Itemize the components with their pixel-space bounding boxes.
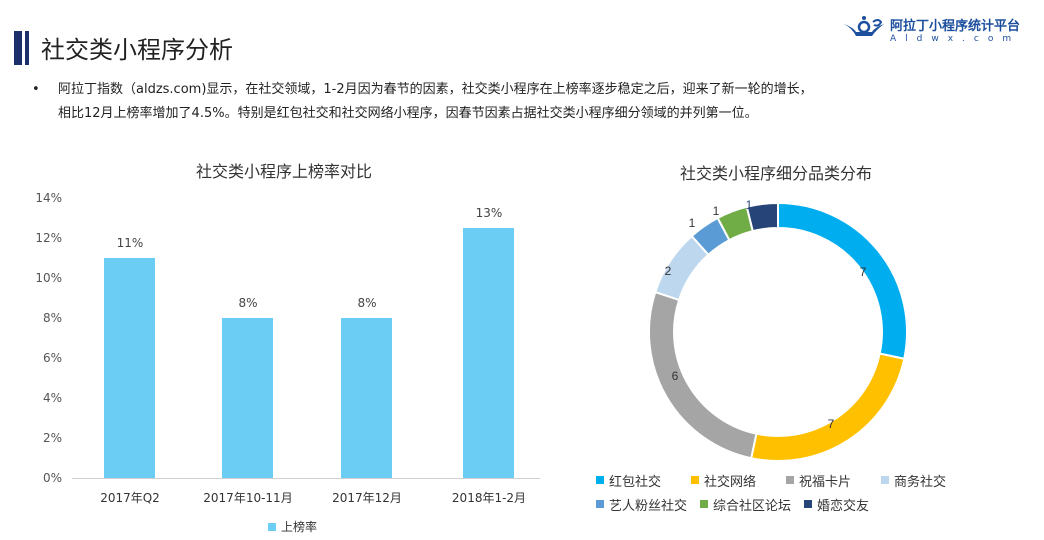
bar-2017-10-11 <box>222 318 273 478</box>
page-title: 社交类小程序分析 <box>41 36 233 64</box>
y-tick: 6% <box>42 351 62 365</box>
y-tick: 12% <box>35 231 62 245</box>
svg-text:1: 1 <box>689 216 696 230</box>
bar-value-label: 13% <box>475 206 503 220</box>
legend-swatch <box>268 522 276 531</box>
x-axis-line <box>72 478 540 479</box>
bar-2017-12 <box>341 318 392 478</box>
summary-line-1: 阿拉丁指数（aldzs.com)显示，在社交领域，1-2月因为春节的因素，社交类… <box>58 82 813 97</box>
legend-item: 婚恋交友 <box>804 495 902 514</box>
y-tick: 4% <box>42 391 62 405</box>
slice-dating <box>745 201 779 233</box>
title-accent-bar-thin <box>25 30 29 65</box>
svg-text:6: 6 <box>672 369 679 383</box>
slice-red-packet <box>777 201 909 360</box>
bar-2017q2 <box>104 258 155 478</box>
x-tick: 2018年1-2月 <box>451 491 527 505</box>
y-tick: 10% <box>35 271 62 285</box>
bar-value-label: 8% <box>357 296 377 310</box>
summary-line-2: 相比12月上榜率增加了4.5%。特别是红包社交和社交网络小程序，因春节因素占据社… <box>58 106 758 121</box>
bar-chart-title: 社交类小程序上榜率对比 <box>196 162 373 181</box>
title-accent-bar <box>14 30 22 65</box>
bar-value-label: 11% <box>116 236 144 250</box>
summary-bullet: • 阿拉丁指数（aldzs.com)显示，在社交领域，1-2月因为春节的因素，社… <box>32 78 1012 126</box>
legend-item: 商务社交 <box>881 471 976 490</box>
x-tick: 2017年12月 <box>332 491 402 505</box>
legend-item: 综合社区论坛 <box>700 495 804 514</box>
svg-text:1: 1 <box>746 200 753 212</box>
bar-value-label: 8% <box>238 296 258 310</box>
svg-text:7: 7 <box>828 417 835 431</box>
page-title-bar: 社交类小程序分析 <box>14 30 233 65</box>
legend-item: 社交网络 <box>691 471 786 490</box>
y-tick: 2% <box>42 431 62 445</box>
bar-2018-1-2 <box>463 228 514 478</box>
lamp-icon <box>844 16 884 36</box>
svg-text:7: 7 <box>860 265 867 279</box>
y-tick: 8% <box>42 311 62 325</box>
bullet-dot: • <box>32 82 40 97</box>
svg-text:1: 1 <box>713 204 720 218</box>
donut-chart: 7 7 6 2 1 1 1 <box>648 200 909 463</box>
legend-item: 艺人粉丝社交 <box>596 495 700 514</box>
y-tick: 14% <box>35 191 62 205</box>
donut-chart-title: 社交类小程序细分品类分布 <box>680 164 873 183</box>
svg-text:2: 2 <box>665 264 672 278</box>
x-tick: 2017年Q2 <box>100 491 160 505</box>
legend-item: 祝福卡片 <box>786 471 881 490</box>
slice-greeting-cards <box>648 290 758 460</box>
x-tick: 2017年10-11月 <box>203 491 293 505</box>
legend-label: 上榜率 <box>281 520 318 534</box>
y-tick: 0% <box>42 471 62 485</box>
bar-legend: 上榜率 <box>268 518 317 535</box>
legend-item: 红包社交 <box>596 471 691 490</box>
logo-text: 阿拉丁小程序统计平台 <box>890 18 1021 34</box>
donut-legend: 红包社交 社交网络 祝福卡片 商务社交 艺人粉丝社交 综合社区论坛 婚恋交友 <box>596 468 976 516</box>
slice-social-network <box>750 352 906 463</box>
aldwx-logo: 阿拉丁小程序统计平台 Aldwx.com <box>842 14 1020 44</box>
logo-domain: Aldwx.com <box>890 33 1021 44</box>
